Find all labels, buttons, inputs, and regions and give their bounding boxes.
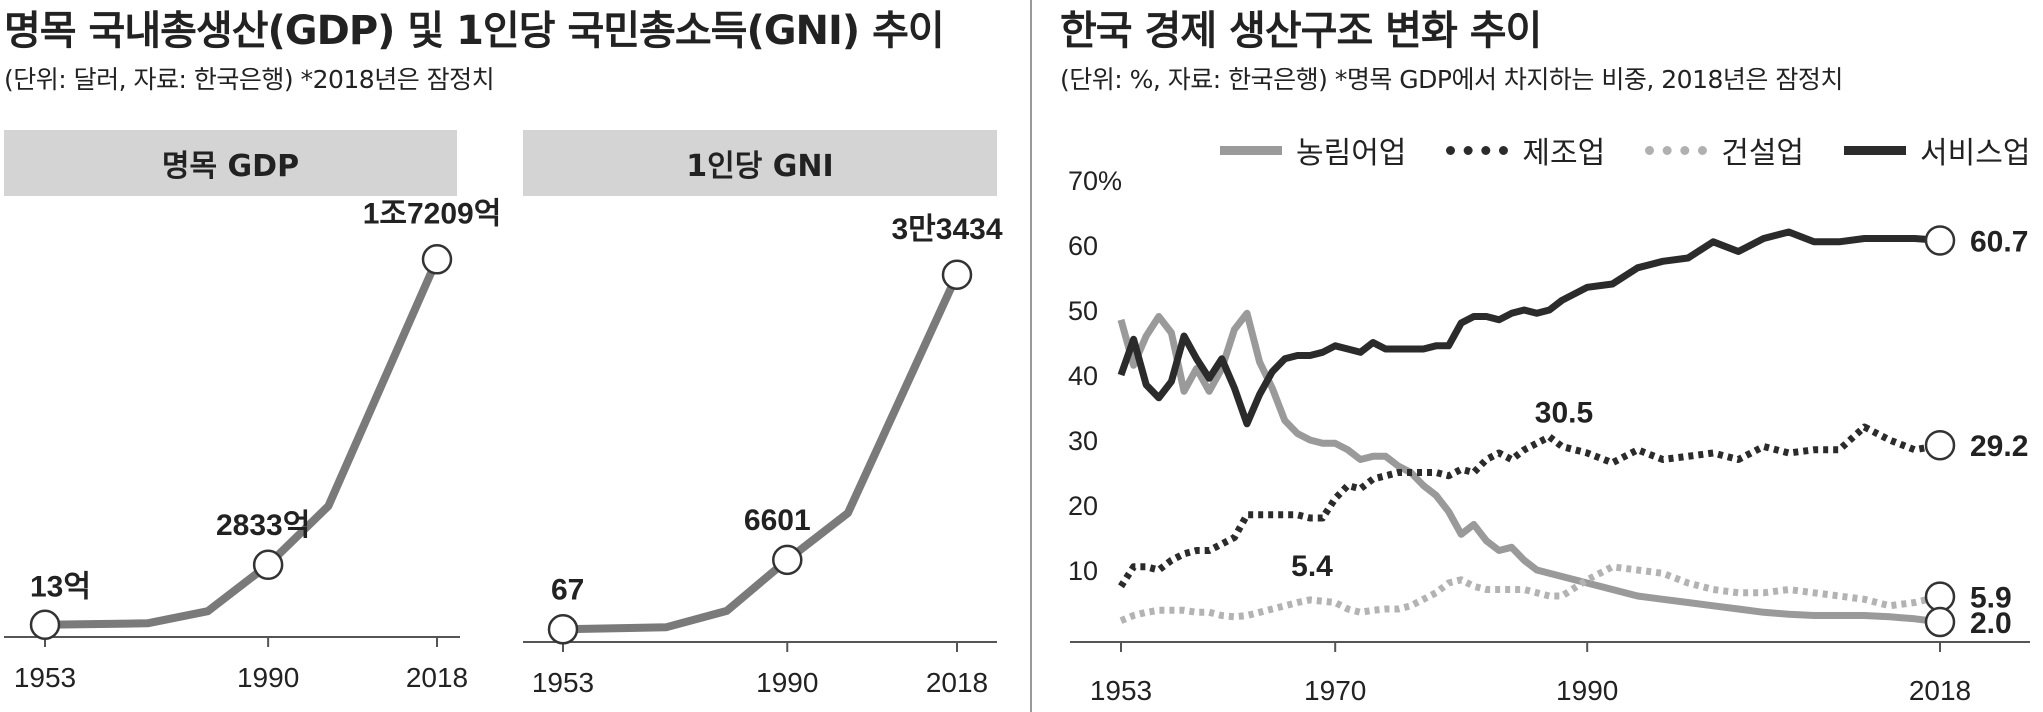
end-label-manufacturing: 29.2 (1970, 430, 2028, 463)
end-marker-services (1924, 225, 1956, 256)
x-tick-label-1953: 1953 (1090, 675, 1152, 706)
end-marker-manufacturing (1924, 429, 1956, 461)
end-marker-construction (1924, 581, 1956, 612)
right-title: 한국 경제 생산구조 변화 추이 (1060, 8, 1542, 54)
gni-chart: 1953 1990 2018 67 6601 3만3434 (523, 213, 1003, 698)
y-tick-label-40: 40 (1068, 361, 1098, 391)
legend-swatch-manufacturing (1446, 145, 1509, 155)
x-tick-label-2018: 2018 (406, 662, 468, 693)
legend-label-agriculture: 농림어업 (1296, 136, 1407, 171)
legend-swatch-agriculture (1220, 145, 1282, 155)
left-subtitle: (단위: 달러, 자료: 한국은행) *2018년은 잠정치 (4, 65, 495, 94)
data-point-2018 (941, 259, 973, 291)
x-tick-label-1990: 1990 (1556, 675, 1618, 706)
end-label-services: 60.7 (1970, 225, 2028, 258)
legend-item-agriculture: 농림어업 (1220, 128, 1406, 172)
data-point-1990 (772, 544, 803, 576)
x-tick-label-1953: 1953 (532, 667, 594, 698)
peak-label-construction: 5.4 (1291, 550, 1333, 583)
x-tick-label-1990: 1990 (756, 667, 818, 698)
legend-swatch-construction (1645, 145, 1708, 155)
data-point-1990 (252, 549, 284, 581)
peak-label-manufacturing: 30.5 (1535, 397, 1593, 430)
end-label-construction: 5.9 (1970, 582, 2012, 615)
right-subtitle: (단위: %, 자료: 한국은행) *명목 GDP에서 차지하는 비중, 201… (1060, 65, 1843, 94)
x-tick-label-2018: 2018 (926, 667, 988, 698)
series-line (41, 255, 441, 629)
series-line (559, 270, 961, 634)
y-tick-label-20: 20 (1068, 491, 1098, 521)
y-tick-label-10: 10 (1068, 556, 1098, 586)
legend-label-manufacturing: 제조업 (1522, 136, 1606, 171)
x-tick-label-2018: 2018 (1909, 675, 1971, 706)
x-tick-label-1970: 1970 (1304, 675, 1366, 706)
gni-panel-header: 1인당 GNI (523, 130, 997, 196)
y-tick-label-70: 70% (1068, 166, 1122, 196)
data-label-2018: 1조7209억 (363, 197, 502, 230)
x-tick-label-1953: 1953 (14, 662, 76, 693)
y-tick-label-50: 50 (1068, 296, 1098, 326)
data-point-2018 (421, 244, 453, 275)
legend-item-services: 서비스업 (1844, 128, 2030, 172)
series-line-services (1117, 228, 1941, 428)
data-point-1953 (29, 609, 61, 640)
data-label-1990: 6601 (744, 504, 811, 537)
y-tick-label-30: 30 (1068, 426, 1098, 456)
y-tick-label-60: 60 (1068, 231, 1098, 261)
legend-item-construction: 건설업 (1645, 128, 1804, 172)
legend-label-services: 서비스업 (1920, 136, 2031, 171)
data-label-1990: 2833억 (216, 509, 310, 542)
data-label-1953: 67 (551, 573, 584, 606)
series-line-manufacturing (1118, 423, 1941, 589)
data-label-2018: 3만3434 (891, 213, 1002, 246)
gdp-panel-header: 명목 GDP (4, 130, 457, 196)
data-point-1953 (547, 614, 579, 645)
series-line-agriculture (1117, 309, 1941, 626)
end-label-agriculture: 2.0 (1970, 607, 2012, 640)
end-marker-agriculture (1924, 606, 1956, 638)
x-tick-label-1990: 1990 (237, 662, 299, 693)
legend-label-construction: 건설업 (1721, 136, 1805, 171)
structure-chart: 1953 1970 1990 2018 70% 60 50 40 30 20 10 30.5 5.4 60… (1068, 166, 2030, 706)
gdp-chart: 1953 1990 2018 13억 2833억 1조7209억 (4, 197, 501, 693)
legend-item-manufacturing: 제조업 (1446, 128, 1605, 172)
left-title: 명목 국내총생산(GDP) 및 1인당 국민총소득(GNI) 추이 (4, 8, 945, 54)
legend: 농림어업 제조업 건설업 서비스업 (1220, 128, 2030, 172)
legend-swatch-services (1844, 145, 1907, 155)
data-label-1953: 13억 (30, 571, 91, 604)
